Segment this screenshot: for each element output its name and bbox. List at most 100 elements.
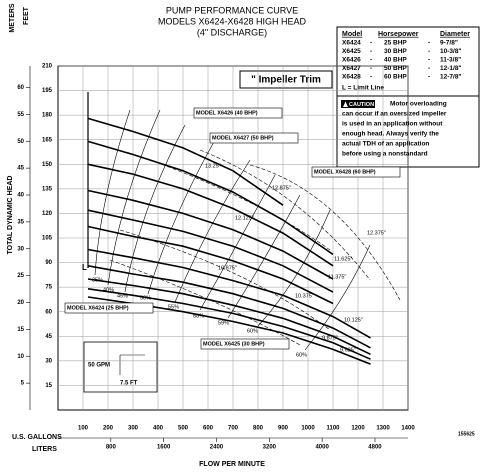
x-tick-label: 100 [78, 426, 89, 432]
curve-label: 12.125" [235, 215, 254, 221]
table-cell: X6427 [342, 65, 361, 72]
y2-tick-label: 20 [17, 300, 24, 306]
curve-label: 9.625" [340, 347, 356, 353]
x2-axis-unit: LITERS [32, 446, 57, 453]
table-header: Horsepower [378, 31, 419, 38]
efficiency-label: 58% [193, 313, 204, 319]
table-header: Model [342, 31, 362, 38]
pump-curve [87, 209, 334, 293]
table-cell: X6426 [342, 57, 361, 64]
pump-curve [87, 278, 371, 356]
curve-label: 10.375" [295, 293, 314, 299]
x-axis-unit: U.S. GALLONS [12, 434, 62, 441]
bhp-curve [199, 149, 371, 281]
x-tick-label: 400 [153, 426, 164, 432]
y2-tick-label: 5 [21, 381, 25, 387]
curve-label: 12.375" [367, 230, 386, 236]
table-cell: 9-7/8" [440, 40, 458, 47]
table-cell: 12-1/8" [440, 65, 462, 72]
limit-label: L [82, 263, 87, 272]
caution-text: enough head. Always verify the [342, 131, 439, 138]
caution-badge [341, 100, 375, 108]
x-tick-label: 1000 [301, 426, 315, 432]
model-box [311, 166, 401, 178]
y-tick-label: 60 [45, 309, 52, 315]
efficiency-curve [199, 174, 276, 311]
y2-tick-label: 45 [17, 166, 24, 172]
efficiency-curve [107, 109, 161, 286]
efficiency-label: 60% [247, 328, 258, 334]
curve-label: 10.125" [344, 317, 363, 323]
x-tick-label: 200 [103, 426, 114, 432]
x-tick-label: 800 [253, 426, 264, 432]
table-cell: 11-3/8" [440, 57, 461, 64]
caution-text: Motor overloading [390, 101, 447, 108]
y2-tick-label: 55 [17, 112, 24, 118]
y2-tick-label: 30 [17, 246, 24, 252]
table-cell: 60 BHP [384, 74, 407, 81]
table-note: L = Limit Line [342, 85, 384, 92]
dash: - [370, 40, 372, 47]
caution-icon [343, 101, 348, 107]
chart-title: PUMP PERFORMANCE CURVE [166, 5, 298, 15]
x2-tick-label: 3200 [263, 445, 277, 451]
table-cell: X6428 [342, 74, 361, 81]
dash: - [370, 48, 372, 55]
curve-label: 13.25" [205, 163, 221, 169]
y2-axis-unit: METERS [9, 3, 16, 33]
x-tick-label: 1200 [351, 426, 365, 432]
model-label: MODEL X6425 (30 BHP) [203, 341, 265, 347]
efficiency-label: 59% [218, 320, 229, 326]
y2-tick-label: 35 [17, 219, 24, 225]
efficiency-label: 60% [296, 352, 307, 358]
table-cell: X6425 [342, 48, 361, 55]
table-cell: 10-3/8" [440, 48, 462, 55]
efficiency-curve [124, 124, 186, 293]
table-cell: 25 BHP [384, 40, 407, 47]
caution-text: can occur if an oversized impeller [342, 111, 447, 118]
x2-tick-label: 4000 [315, 445, 329, 451]
y-tick-label: 120 [42, 211, 53, 217]
x-tick-label: 500 [178, 426, 189, 432]
table-header: Diameter [440, 31, 470, 38]
model-box [209, 132, 299, 144]
y-tick-label: 210 [42, 64, 53, 70]
pump-curve [87, 117, 284, 206]
efficiency-curve [304, 244, 371, 351]
model-label: MODEL X6427 (50 BHP) [212, 135, 274, 141]
y2-tick-label: 10 [17, 354, 24, 360]
x-axis-title: FLOW PER MINUTE [199, 461, 265, 468]
dash: - [370, 57, 372, 64]
y2-tick-label: 50 [17, 139, 24, 145]
efficiency-curve [174, 159, 251, 303]
table-cell: 12-7/8" [440, 74, 462, 81]
efficiency-label: 55% [168, 304, 179, 310]
model-box [193, 107, 283, 119]
x2-tick-label: 4800 [368, 445, 382, 451]
caution-text: before using a nonstandard [342, 151, 428, 158]
efficiency-label: 35% [92, 277, 103, 283]
model-box [64, 302, 154, 314]
curve-label: 11.625" [334, 256, 352, 262]
efficiency-curve [94, 109, 131, 276]
y-tick-label: 15 [45, 383, 52, 389]
chart-subtitle: (4" DISCHARGE) [197, 27, 267, 37]
trim-label: " Impeller Trim [251, 75, 321, 86]
y-axis-title: TOTAL DYNAMIC HEAD [7, 176, 14, 255]
table-cell: 50 BHP [384, 65, 407, 72]
y-tick-label: 195 [42, 88, 53, 94]
curve-label: 10.875" [218, 265, 237, 271]
chart-subtitle: MODELS X6424-X6428 HIGH HEAD [158, 16, 307, 26]
model-box [200, 338, 290, 350]
plot [57, 65, 409, 411]
y-tick-label: 30 [45, 358, 52, 364]
x-tick-label: 300 [128, 426, 139, 432]
x-tick-label: 600 [203, 426, 214, 432]
x2-tick-label: 1600 [157, 445, 171, 451]
dash: - [370, 74, 372, 81]
pump-curve [87, 189, 334, 280]
x2-tick-label: 2400 [210, 445, 224, 451]
trim-box [239, 70, 333, 89]
pump-curve [87, 163, 334, 267]
